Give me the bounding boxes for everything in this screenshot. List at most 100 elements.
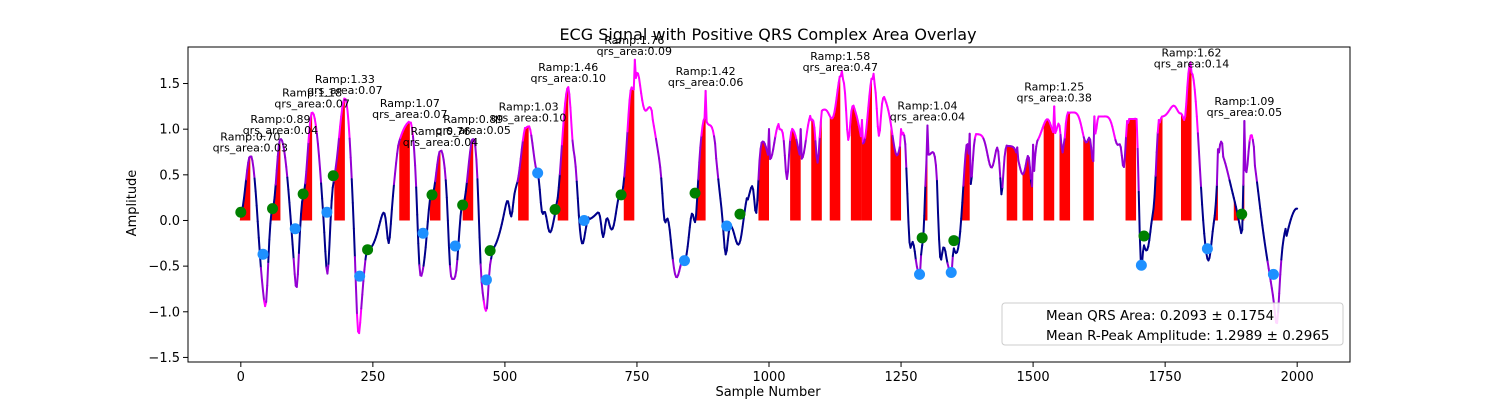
ecg-signal-segment: [934, 164, 938, 182]
ecg-signal-segment: [255, 204, 259, 223]
ecg-signal-segment: [314, 124, 318, 135]
qrs-onset-marker: [484, 245, 496, 257]
annotation-qrs-area: qrs_area:0.14: [1154, 58, 1229, 71]
ecg-signal-segment: [395, 152, 399, 165]
ecg-signal-segment: [849, 110, 853, 124]
ecg-signal-segment: [320, 182, 324, 200]
ecg-signal-segment: [412, 135, 416, 150]
ecg-signal-segment: [972, 136, 976, 147]
ecg-signal-segment: [817, 136, 821, 156]
ecg-signal-segment: [436, 156, 440, 166]
ecg-signal-segment: [296, 251, 300, 276]
ecg-signal-segment: [287, 188, 291, 204]
ecg-signal-segment: [879, 102, 884, 118]
ecg-signal-segment: [426, 208, 430, 223]
ecg-signal-segment: [785, 170, 790, 180]
annotation-qrs-area: qrs_area:0.38: [1016, 91, 1091, 104]
ecg-signal-segment: [1189, 61, 1193, 74]
ecg-signal-segment: [1063, 122, 1067, 139]
ecg-signal-segment: [476, 178, 480, 208]
ecg-signal-segment: [753, 198, 757, 212]
ecg-signal-segment: [1033, 154, 1037, 172]
ecg-signal-segment: [317, 154, 322, 171]
ecg-signal-segment: [1195, 115, 1199, 135]
ecg-signal-segment: [447, 244, 451, 267]
qrs-area-fill: [399, 121, 410, 221]
qrs-area-fill: [1059, 112, 1071, 221]
ecg-signal-segment: [427, 199, 431, 211]
ecg-signal-segment: [1253, 164, 1257, 175]
ecg-signal-segment: [1282, 232, 1286, 241]
ecg-signal-segment: [940, 251, 944, 261]
ecg-signal-segment: [843, 82, 847, 95]
x-tick-label: 750: [625, 370, 650, 385]
ecg-signal-segment: [1196, 132, 1200, 153]
ecg-signal-segment: [1202, 219, 1206, 235]
ecg-signal-segment: [521, 132, 525, 142]
ecg-signal-segment: [669, 238, 673, 252]
ecg-signal-segment: [656, 144, 660, 153]
qrs-offset-marker: [289, 223, 301, 235]
ecg-signal-segment: [905, 167, 909, 195]
annotation-qrs-area: qrs_area:0.03: [213, 142, 288, 155]
ecg-signal-segment: [624, 147, 628, 165]
ecg-signal-segment: [1278, 273, 1282, 295]
ecg-signal-segment: [964, 144, 968, 156]
ecg-signal-segment: [1259, 207, 1263, 218]
ecg-signal-segment: [787, 153, 791, 173]
ecg-signal-segment: [341, 101, 345, 110]
ecg-signal-segment: [559, 143, 563, 161]
ecg-signal-segment: [1213, 202, 1217, 217]
qrs-onset-marker: [426, 189, 438, 201]
ecg-signal-segment: [455, 258, 459, 272]
ecg-signal-segment: [1265, 253, 1269, 263]
ecg-signal-segment: [1252, 145, 1256, 167]
ecg-signal-segment: [781, 132, 785, 143]
qrs-area-fill: [861, 78, 872, 221]
ecg-signal-segment: [295, 273, 299, 288]
ecg-signal-segment: [782, 140, 786, 157]
ecg-signal-segment: [803, 138, 807, 148]
annotation-qrs-area: qrs_area:0.07: [274, 98, 349, 111]
ecg-signal-segment: [265, 284, 269, 303]
ecg-signal-segment: [818, 121, 822, 139]
ecg-signal-segment: [284, 156, 288, 168]
qrs-offset-marker: [914, 268, 926, 280]
ecg-signal-segment: [1198, 168, 1203, 189]
ecg-signal-segment: [350, 178, 354, 204]
ecg-signal-segment: [874, 91, 878, 110]
ecg-signal-segment: [363, 258, 367, 271]
ecg-signal-segment: [802, 145, 806, 154]
qrs-offset-marker: [578, 214, 590, 226]
ecg-signal-segment: [1119, 146, 1123, 157]
ecg-signal-segment: [516, 174, 520, 183]
ecg-signal-segment: [1260, 215, 1264, 227]
ecg-signal-segment: [892, 142, 896, 151]
ecg-signal-segment: [1150, 215, 1154, 225]
qrs-area-fill: [623, 59, 635, 221]
ecg-signal-segment: [352, 227, 356, 258]
ecg-signal-segment: [662, 208, 666, 222]
ecg-signal-segment: [567, 86, 571, 96]
ecg-signal-segment: [413, 147, 417, 167]
ecg-signal-segment: [969, 175, 973, 185]
ecg-signal-segment: [346, 109, 350, 124]
ecg-signal-segment: [743, 203, 747, 213]
ecg-signal-segment: [1136, 147, 1140, 193]
ecg-signal-segment: [725, 239, 729, 252]
ecg-signal-segment: [262, 289, 266, 302]
ecg-signal-segment: [285, 165, 289, 179]
ecg-signal-segment: [716, 167, 720, 181]
ecg-signal-segment: [1028, 166, 1032, 182]
annotation-qrs-area: qrs_area:0.10: [531, 72, 606, 85]
ecg-signal-segment: [253, 177, 257, 193]
ecg-signal-segment: [816, 153, 820, 164]
ecg-signal-segment: [356, 313, 360, 333]
ecg-signal-segment: [1151, 207, 1155, 218]
ecg-signal-segment: [695, 197, 699, 217]
ecg-signal-segment: [246, 161, 250, 172]
ecg-signal-segment: [1137, 190, 1141, 237]
ecg-signal-segment: [1261, 224, 1265, 235]
plot-area: Ramp:0.70qrs_area:0.03Ramp:0.89qrs_area:…: [187, 34, 1351, 363]
ecg-signal-segment: [422, 256, 426, 267]
